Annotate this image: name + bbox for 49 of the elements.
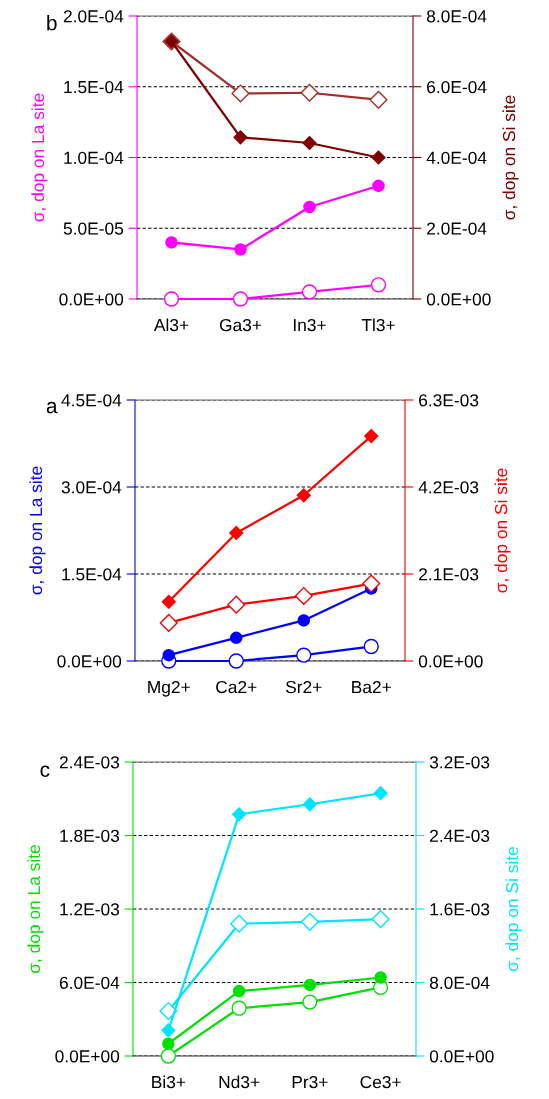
y2-tick-label: 0.0E+00 bbox=[418, 655, 483, 668]
chart-title: c bbox=[40, 765, 50, 777]
y2-tick-label: 4.2E-03 bbox=[418, 481, 479, 494]
x-tick-label: Ca2+ bbox=[216, 680, 257, 694]
y-tick-label: 1.5E-04 bbox=[62, 568, 122, 581]
y2-axis-title: σ, dop on Si site bbox=[502, 95, 519, 220]
y2-tick-label: 8.0E-04 bbox=[429, 976, 490, 989]
y-axis-title: σ, dop on La site bbox=[31, 93, 48, 222]
y2-axis-title: σ, dop on Si site bbox=[494, 468, 511, 593]
y-tick-label: 2.0E-04 bbox=[63, 10, 124, 23]
y-tick-label: 6.0E-04 bbox=[59, 976, 120, 989]
y2-tick-label: 2.4E-03 bbox=[430, 829, 490, 842]
x-tick-label: Ga3+ bbox=[219, 318, 262, 332]
y-tick-label: 0.0E+00 bbox=[55, 1050, 120, 1063]
x-tick-label: Ba2+ bbox=[352, 680, 391, 694]
x-tick-label: In3+ bbox=[293, 318, 326, 332]
x-tick-label: Pr3+ bbox=[292, 1075, 328, 1089]
y-tick-label: 1.0E-04 bbox=[64, 151, 124, 164]
y2-tick-label: 0.0E+00 bbox=[429, 1050, 494, 1063]
y-tick-label: 0.0E+00 bbox=[59, 293, 124, 306]
y-tick-label: 0.0E+00 bbox=[57, 655, 122, 668]
chart-title: a bbox=[46, 401, 58, 414]
x-tick-label: Sr2+ bbox=[285, 680, 322, 694]
y-tick-label: 4.5E-04 bbox=[61, 394, 122, 407]
y2-tick-label: 2.0E-04 bbox=[427, 222, 487, 235]
y2-tick-label: 0.0E+00 bbox=[426, 293, 491, 306]
y-tick-label: 1.5E-04 bbox=[64, 80, 124, 94]
x-tick-label: Al3+ bbox=[153, 318, 189, 332]
x-tick-label: Nd3+ bbox=[219, 1075, 260, 1089]
y-tick-label: 2.4E-03 bbox=[59, 756, 120, 769]
y-tick-label: 3.0E-04 bbox=[61, 481, 122, 494]
y-tick-label: 5.0E-05 bbox=[63, 222, 124, 235]
y-tick-label: 1.2E-03 bbox=[60, 903, 120, 916]
y-axis-title: σ, dop on La site bbox=[29, 466, 46, 595]
y2-tick-label: 2.1E-03 bbox=[419, 568, 479, 581]
y2-tick-label: 8.0E-04 bbox=[426, 10, 487, 23]
y2-tick-label: 3.2E-03 bbox=[429, 756, 490, 769]
x-tick-label: Tl3+ bbox=[361, 318, 395, 332]
y2-axis-title: σ, dop on Si site bbox=[505, 846, 522, 972]
y2-tick-label: 6.3E-03 bbox=[419, 394, 479, 407]
y2-tick-label: 4.0E-04 bbox=[426, 151, 487, 164]
x-tick-label: Ce3+ bbox=[360, 1075, 401, 1089]
y-tick-label: 1.8E-03 bbox=[60, 829, 120, 842]
x-tick-label: Mg2+ bbox=[148, 680, 190, 697]
chart-title: b bbox=[47, 15, 57, 31]
x-tick-label: Bi3+ bbox=[152, 1075, 186, 1089]
y2-tick-label: 6.0E-04 bbox=[427, 80, 487, 94]
y2-tick-label: 1.6E-03 bbox=[430, 903, 490, 916]
y-axis-title: σ, dop on La site bbox=[27, 845, 44, 973]
